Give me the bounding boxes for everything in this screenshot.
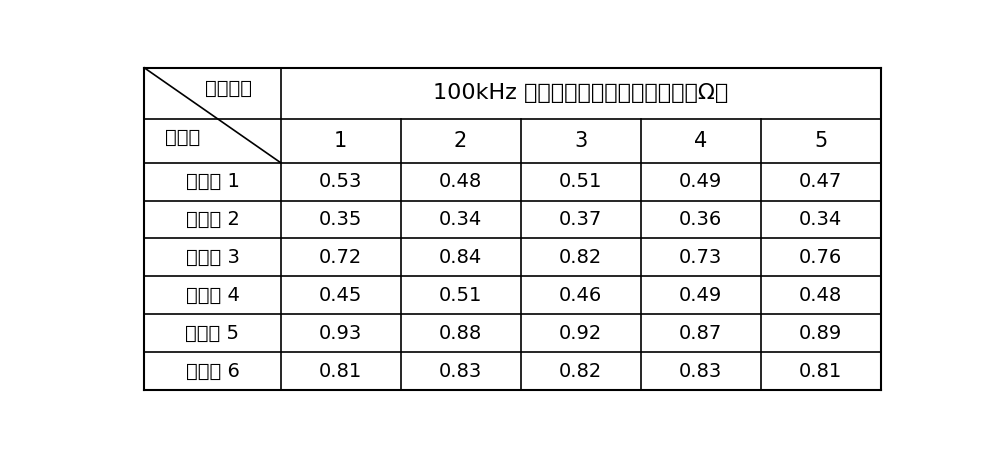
Text: 样品编号: 样品编号 [205, 79, 252, 98]
Text: 0.45: 0.45 [319, 286, 362, 305]
Text: 0.49: 0.49 [679, 286, 722, 305]
Text: 2: 2 [454, 131, 467, 151]
Text: 0.51: 0.51 [439, 286, 482, 305]
Text: 1: 1 [334, 131, 347, 151]
Text: 0.82: 0.82 [559, 362, 602, 381]
Text: 0.92: 0.92 [559, 324, 602, 343]
Text: 0.34: 0.34 [439, 210, 482, 229]
Text: 0.84: 0.84 [439, 248, 482, 267]
Text: 0.48: 0.48 [799, 286, 842, 305]
Text: 0.46: 0.46 [559, 286, 602, 305]
Text: 0.49: 0.49 [679, 172, 722, 191]
Text: 实施例 5: 实施例 5 [185, 324, 239, 343]
Text: 0.81: 0.81 [319, 362, 362, 381]
Text: 0.34: 0.34 [799, 210, 842, 229]
Text: 实施例 1: 实施例 1 [186, 172, 239, 191]
Text: 100kHz 条件下测试的等效串联电阵（Ω）: 100kHz 条件下测试的等效串联电阵（Ω） [433, 83, 728, 104]
Text: 5: 5 [814, 131, 827, 151]
Text: 0.53: 0.53 [319, 172, 362, 191]
Text: 0.72: 0.72 [319, 248, 362, 267]
Text: 0.35: 0.35 [319, 210, 362, 229]
Text: 0.93: 0.93 [319, 324, 362, 343]
Text: 0.76: 0.76 [799, 248, 842, 267]
Text: 0.83: 0.83 [439, 362, 482, 381]
Text: 0.87: 0.87 [679, 324, 722, 343]
Text: 0.83: 0.83 [679, 362, 722, 381]
Text: 实施例: 实施例 [165, 127, 200, 147]
Text: 0.37: 0.37 [559, 210, 602, 229]
Text: 0.47: 0.47 [799, 172, 842, 191]
Text: 0.36: 0.36 [679, 210, 722, 229]
Text: 0.73: 0.73 [679, 248, 722, 267]
Text: 实施例 4: 实施例 4 [186, 286, 239, 305]
Text: 实施例 2: 实施例 2 [186, 210, 239, 229]
Text: 0.48: 0.48 [439, 172, 482, 191]
Text: 实施例 3: 实施例 3 [186, 248, 239, 267]
Text: 0.88: 0.88 [439, 324, 482, 343]
Text: 3: 3 [574, 131, 587, 151]
Text: 0.82: 0.82 [559, 248, 602, 267]
Text: 实施例 6: 实施例 6 [186, 362, 239, 381]
Text: 0.81: 0.81 [799, 362, 842, 381]
Text: 4: 4 [694, 131, 707, 151]
Text: 0.89: 0.89 [799, 324, 842, 343]
Text: 0.51: 0.51 [559, 172, 602, 191]
